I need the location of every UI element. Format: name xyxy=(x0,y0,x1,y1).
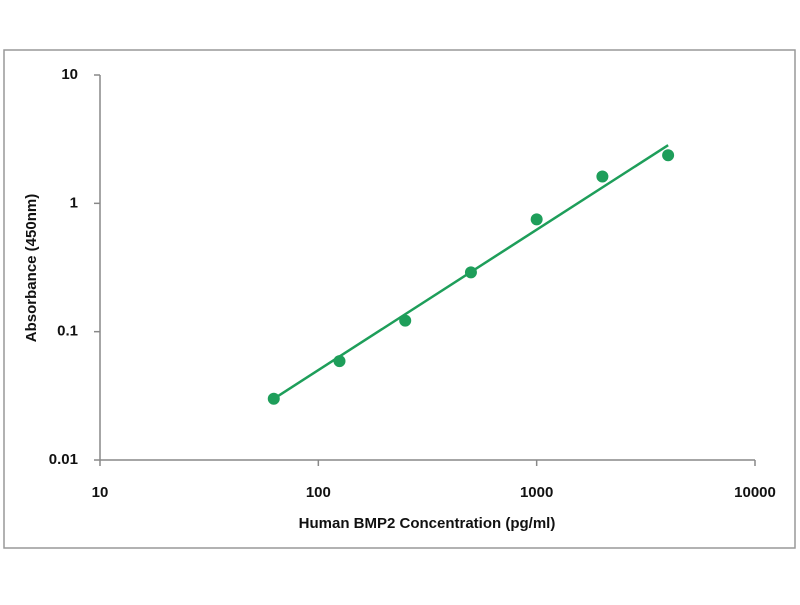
y-tick-label: 0.1 xyxy=(57,323,78,340)
point xyxy=(399,314,412,327)
x-tick-label: 10000 xyxy=(734,484,776,501)
point xyxy=(596,170,609,183)
point xyxy=(530,213,543,226)
x-axis-label: Human BMP2 Concentration (pg/ml) xyxy=(299,515,556,532)
point xyxy=(333,355,346,368)
y-axis-label: Absorbance (450nm) xyxy=(23,194,40,342)
y-tick-label: 0.01 xyxy=(49,451,78,468)
y-tick-label: 10 xyxy=(61,66,78,83)
x-tick-label: 1000 xyxy=(520,484,553,501)
point xyxy=(267,392,280,405)
frame xyxy=(3,49,796,549)
point xyxy=(662,149,675,162)
y-tick-label: 1 xyxy=(70,194,78,211)
x-tick-label: 100 xyxy=(306,484,331,501)
point xyxy=(464,266,477,279)
x-tick-label: 10 xyxy=(92,484,109,501)
